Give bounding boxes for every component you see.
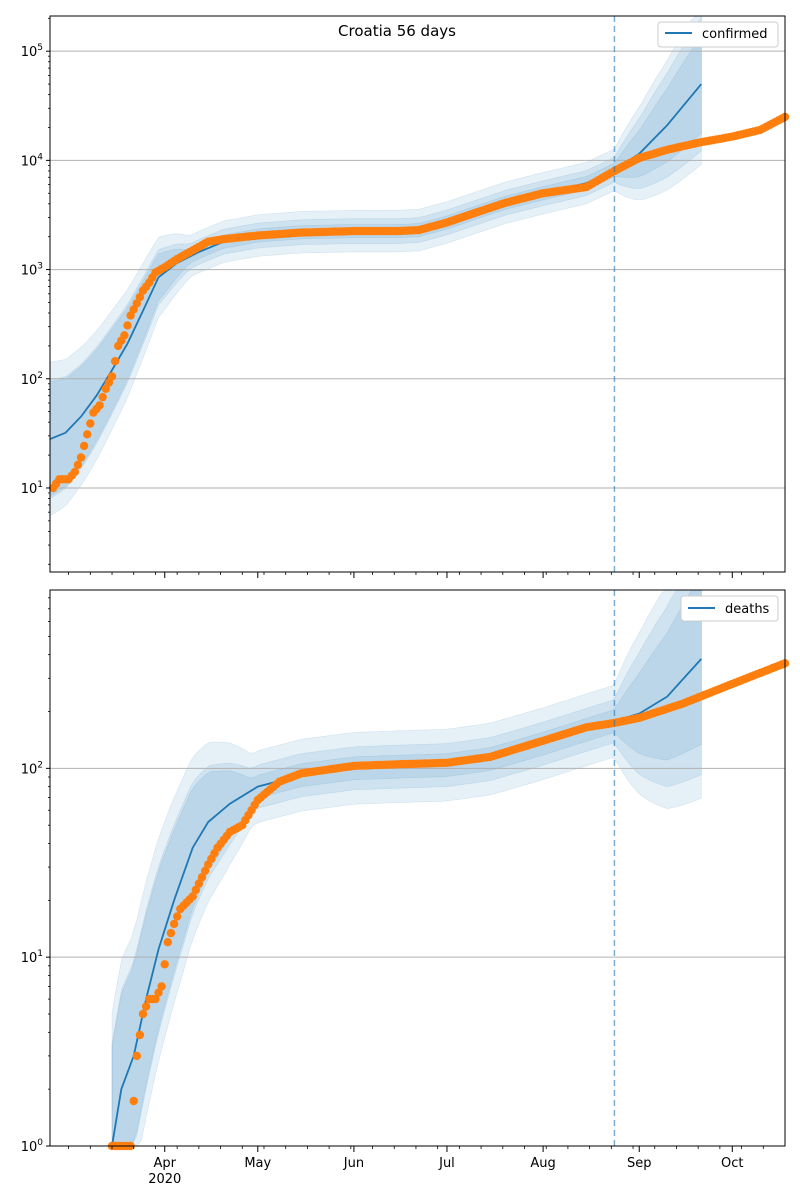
deaths-legend: deaths: [680, 595, 779, 622]
confirmed-grid: [50, 50, 785, 489]
y-tick-label: 104: [21, 152, 44, 169]
observed-point: [83, 430, 92, 439]
y-tick-label: 101: [21, 949, 43, 966]
deaths-bands: [111, 589, 702, 1147]
observed-point: [120, 331, 129, 340]
observed-point: [163, 938, 172, 947]
x-tick-label: May: [244, 1156, 271, 1171]
uncertainty-band-1: [111, 589, 702, 1147]
observed-point: [138, 1009, 148, 1019]
observed-point: [132, 299, 141, 308]
deaths-observed-points: [107, 659, 790, 1151]
x-tick-label: Apr: [153, 1156, 176, 1171]
observed-point: [166, 928, 176, 938]
confirmed-legend-label: confirmed: [702, 27, 768, 42]
observed-point: [101, 384, 111, 393]
y-tick-label: 101: [21, 480, 43, 497]
observed-point: [132, 1051, 141, 1061]
observed-point: [79, 441, 89, 451]
observed-point: [73, 460, 83, 469]
y-tick-label: 105: [21, 43, 43, 60]
confirmed-legend: confirmed: [657, 21, 779, 48]
x-tick-label: Oct: [721, 1156, 743, 1171]
x-tick-label: Sep: [627, 1156, 652, 1171]
observed-point: [160, 960, 169, 969]
observed-point: [135, 1030, 145, 1040]
observed-point: [135, 292, 145, 302]
y-tick-label: 103: [21, 262, 43, 279]
observed-point: [95, 401, 104, 410]
uncertainty-band-3: [49, 33, 702, 498]
observed-point: [169, 919, 179, 929]
chart-title: Croatia 56 days: [338, 22, 456, 40]
y-tick-label: 102: [21, 371, 43, 388]
x-tick-label: Jul: [438, 1156, 455, 1171]
observed-point: [107, 372, 117, 381]
observed-point: [191, 885, 200, 895]
observed-point: [86, 419, 95, 428]
observed-point: [194, 879, 204, 888]
observed-point: [151, 994, 160, 1004]
observed-point: [157, 982, 166, 991]
deaths-grid: [50, 767, 785, 958]
uncertainty-band-1: [49, 15, 702, 517]
uncertainty-band-3: [111, 589, 702, 1147]
x-tick-sublabel: 2020: [148, 1172, 181, 1187]
observed-point: [188, 892, 197, 901]
confirmed-observed-points: [48, 112, 790, 493]
observed-point: [154, 988, 163, 997]
observed-point: [173, 912, 182, 921]
observed-point: [200, 866, 210, 875]
x-tick-label: Aug: [530, 1156, 555, 1171]
observed-point: [110, 357, 120, 366]
y-tick-label: 102: [21, 760, 43, 777]
x-tick-label: Jun: [343, 1156, 364, 1171]
axes-confirmed: 101 102 103 104 105 Croatia 56 days confirme…: [21, 15, 790, 578]
confirmed-legend-box: [657, 21, 779, 48]
deaths-legend-label: deaths: [725, 602, 770, 617]
observed-point: [123, 321, 132, 330]
observed-point: [129, 1096, 138, 1106]
observed-point: [70, 467, 80, 477]
observed-point: [98, 392, 107, 402]
y-tick-label: 100: [21, 1138, 44, 1155]
observed-point: [197, 873, 207, 882]
uncertainty-band-2: [111, 589, 702, 1147]
observed-point: [76, 453, 86, 462]
deaths-legend-box: [680, 595, 779, 622]
confirmed-axes-frame: [49, 15, 786, 573]
observed-point: [141, 1002, 151, 1011]
deaths-axes-frame: [49, 589, 786, 1147]
confirmed-y-ticks: 101 102 103 104 105: [21, 17, 50, 565]
